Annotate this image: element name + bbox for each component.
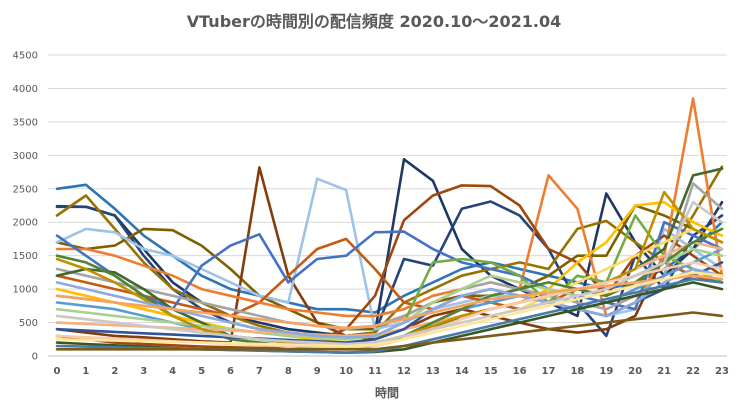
- series-line-10: [55, 184, 724, 350]
- x-tick-label: 13: [426, 366, 440, 377]
- x-tick-label: 5: [198, 366, 205, 377]
- y-tick-label: 3500: [13, 117, 38, 128]
- x-tick-label: 11: [368, 366, 382, 377]
- x-tick-label: 17: [542, 366, 556, 377]
- y-tick-label: 1000: [13, 285, 38, 296]
- x-tick-label: 14: [455, 366, 469, 377]
- series-line-25: [55, 200, 724, 346]
- series-line-27: [55, 274, 724, 330]
- x-tick-label: 16: [513, 366, 527, 377]
- x-tick-label: 8: [285, 366, 292, 377]
- x-tick-label: 2: [111, 366, 118, 377]
- y-tick-label: 1500: [13, 251, 38, 262]
- x-axis-label: 時間: [375, 385, 399, 400]
- series-line-2: [55, 158, 724, 338]
- x-tick-label: 7: [256, 366, 263, 377]
- x-tick-label: 10: [339, 366, 353, 377]
- x-tick-label: 15: [484, 366, 498, 377]
- series-line-4: [55, 165, 724, 338]
- series-line-12: [55, 182, 724, 331]
- x-axis-ticks: 0 1 2 3 4 5 6 7 8 9 10 11 12 13 14 15 16 17 18 19 20 21 22 23: [54, 366, 729, 377]
- x-tick-label: 0: [54, 366, 61, 377]
- x-tick-label: 4: [169, 366, 176, 377]
- y-tick-label: 500: [19, 318, 38, 329]
- x-tick-label: 20: [628, 366, 642, 377]
- x-tick-label: 12: [397, 366, 411, 377]
- x-tick-label: 9: [314, 366, 321, 377]
- x-tick-label: 18: [570, 366, 584, 377]
- y-tick-label: 4000: [13, 84, 38, 95]
- x-tick-label: 22: [686, 366, 700, 377]
- x-tick-label: 3: [140, 366, 147, 377]
- x-tick-label: 19: [599, 366, 613, 377]
- y-tick-label: 4500: [13, 51, 38, 62]
- x-tick-label: 21: [657, 366, 671, 377]
- series-line-30: [55, 311, 724, 351]
- chart-title: VTuberの時間別の配信頻度 2020.10～2021.04: [187, 12, 561, 31]
- x-tick-label: 6: [227, 366, 234, 377]
- y-tick-label: 0: [32, 352, 38, 363]
- series-lines: [55, 97, 724, 355]
- y-tick-label: 3000: [13, 151, 38, 162]
- y-tick-label: 2500: [13, 184, 38, 195]
- y-axis-ticks: 0 500 1000 1500 2000 2500 3000 3500 4000 4500: [13, 51, 38, 363]
- x-tick-label: 1: [82, 366, 89, 377]
- y-tick-label: 2000: [13, 218, 38, 229]
- series-line-28: [55, 271, 724, 348]
- x-tick-label: 23: [715, 366, 729, 377]
